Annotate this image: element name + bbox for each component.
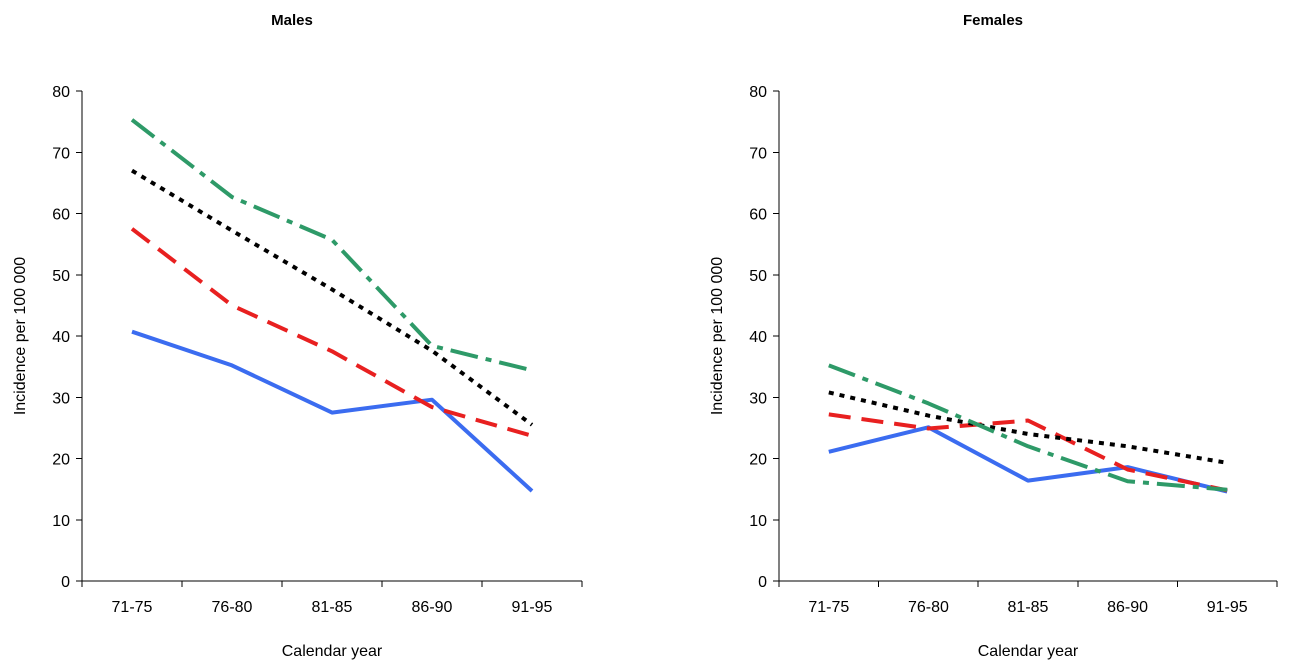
y-tick-label: 80 xyxy=(749,84,767,101)
x-tick-label: 81-85 xyxy=(1008,599,1049,616)
y-tick-label: 60 xyxy=(52,207,70,224)
y-tick-label: 10 xyxy=(52,513,70,530)
series-line-2 xyxy=(130,227,533,438)
series-line-4 xyxy=(828,363,1228,492)
x-tick-label: 86-90 xyxy=(1107,599,1148,616)
chart-title: Females xyxy=(963,12,1023,29)
series-line-1 xyxy=(828,425,1228,494)
y-tick-label: 70 xyxy=(749,145,767,162)
x-tick-label: 71-75 xyxy=(112,599,153,616)
y-tick-label: 20 xyxy=(749,452,767,469)
y-tick-label: 30 xyxy=(52,390,70,407)
y-tick-label: 0 xyxy=(758,574,767,591)
y-tick-label: 40 xyxy=(52,329,70,346)
x-tick-label: 91-95 xyxy=(1207,599,1248,616)
series-line-4 xyxy=(130,118,533,373)
y-tick-label: 50 xyxy=(749,268,767,285)
y-tick-label: 70 xyxy=(52,145,70,162)
y-tick-label: 10 xyxy=(749,513,767,530)
y-axis-label: Incidence per 100 000 xyxy=(12,257,29,415)
y-tick-label: 60 xyxy=(749,207,767,224)
x-axis-label: Calendar year xyxy=(282,643,383,660)
series-line-3 xyxy=(130,168,534,427)
chart-title: Males xyxy=(271,12,313,29)
x-tick-label: 71-75 xyxy=(808,599,849,616)
chart-panel-males: Males 0 10 20 30 40 50 60 70 80 71-75 76-80 81-85 86-… xyxy=(12,12,583,660)
x-axis-label: Calendar year xyxy=(978,643,1079,660)
y-tick-label: 20 xyxy=(52,452,70,469)
series-line-2 xyxy=(828,412,1228,493)
x-tick-label: 76-80 xyxy=(212,599,253,616)
chart-panel-females: Females 0 10 20 30 40 50 60 70 80 71-75 76-80 81-85 8… xyxy=(709,12,1278,660)
y-tick-label: 80 xyxy=(52,84,70,101)
series-line-3 xyxy=(828,390,1228,465)
series-line-1 xyxy=(131,329,534,493)
y-tick-label: 40 xyxy=(749,329,767,346)
x-tick-label: 76-80 xyxy=(908,599,949,616)
y-tick-label: 50 xyxy=(52,268,70,285)
x-tick-label: 91-95 xyxy=(512,599,553,616)
y-axis-label: Incidence per 100 000 xyxy=(709,257,726,415)
x-tick-label: 81-85 xyxy=(312,599,353,616)
y-tick-label: 0 xyxy=(61,574,70,591)
x-tick-label: 86-90 xyxy=(412,599,453,616)
y-tick-label: 30 xyxy=(749,390,767,407)
